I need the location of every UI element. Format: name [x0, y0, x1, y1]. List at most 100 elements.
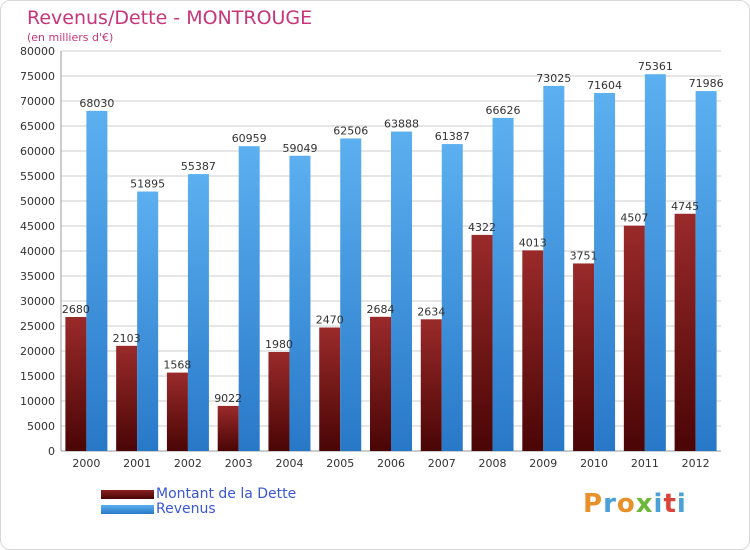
y-tick-label: 80000 — [20, 45, 55, 58]
x-tick-label: 2000 — [72, 457, 100, 470]
y-tick-label: 65000 — [20, 120, 55, 133]
data-label-revenus: 66626 — [486, 104, 521, 117]
bar-revenus-2005 — [340, 138, 362, 451]
bar-dette-2006 — [370, 316, 391, 451]
chart-subtitle: (en milliers d'€) — [27, 31, 114, 44]
bar-revenus-2012 — [695, 91, 717, 451]
bar-revenus-2007 — [441, 144, 463, 451]
y-tick-label: 0 — [48, 445, 55, 458]
bar-revenus-2008 — [492, 117, 514, 452]
bar-dette-2009 — [522, 250, 544, 451]
x-tick-label: 2012 — [682, 457, 710, 470]
y-tick-label: 30000 — [20, 295, 55, 308]
y-tick-label: 40000 — [20, 245, 55, 258]
x-tick-label: 2001 — [123, 457, 151, 470]
y-tick-label: 75000 — [20, 70, 55, 83]
logo-letter: i — [676, 489, 687, 519]
data-label-dette: 4322 — [468, 221, 496, 234]
bar-dette-2002 — [166, 372, 188, 451]
x-tick-label: 2009 — [529, 457, 557, 470]
y-tick-label: 35000 — [20, 270, 55, 283]
y-tick-label: 25000 — [20, 320, 55, 333]
data-label-revenus: 71604 — [587, 79, 622, 92]
bar-dette-2001 — [116, 345, 138, 451]
y-tick-label: 20000 — [20, 345, 55, 358]
y-tick-label: 50000 — [20, 195, 55, 208]
bar-dette-2012 — [674, 213, 696, 451]
y-tick-label: 10000 — [20, 395, 55, 408]
bar-revenus-2010 — [594, 92, 616, 451]
x-tick-label: 2010 — [580, 457, 608, 470]
y-tick-label: 45000 — [20, 220, 55, 233]
bar-revenus-2011 — [644, 74, 666, 451]
data-label-dette: 2680 — [62, 303, 90, 316]
legend-item-dette: Montant de la Dette — [101, 486, 361, 502]
x-tick-label: 2003 — [225, 457, 253, 470]
y-tick-label: 5000 — [27, 420, 55, 433]
data-label-dette: 4507 — [620, 212, 648, 225]
legend-label-revenus: Revenus — [156, 501, 216, 517]
x-tick-label: 2006 — [377, 457, 405, 470]
data-label-dette: 3751 — [570, 249, 598, 262]
chart-title: Revenus/Dette - MONTROUGE — [27, 7, 313, 29]
data-label-revenus: 73025 — [536, 72, 571, 85]
data-label-revenus: 51895 — [130, 178, 165, 191]
data-label-revenus: 71986 — [689, 77, 724, 90]
y-tick-label: 55000 — [20, 170, 55, 183]
bar-dette-2000 — [65, 317, 87, 451]
x-tick-label: 2007 — [428, 457, 456, 470]
data-label-revenus: 63888 — [384, 118, 419, 131]
x-tick-label: 2002 — [174, 457, 202, 470]
logo-letter: r — [603, 489, 617, 519]
logo-letter: i — [653, 489, 664, 519]
x-tick-label: 2011 — [631, 457, 659, 470]
data-label-dette: 4013 — [519, 236, 547, 249]
bar-revenus-2003 — [238, 146, 260, 451]
bar-revenus-2009 — [543, 85, 565, 451]
bar-dette-2010 — [573, 263, 595, 451]
x-tick-label: 2008 — [479, 457, 507, 470]
logo-letter: P — [583, 489, 604, 519]
logo-letter: x — [635, 489, 654, 519]
data-label-dette: 1980 — [265, 338, 293, 351]
data-label-revenus: 55387 — [181, 160, 216, 173]
y-tick-label: 60000 — [20, 145, 55, 158]
data-label-revenus: 60959 — [232, 132, 267, 145]
bar-revenus-2002 — [187, 174, 209, 451]
data-label-revenus: 62506 — [333, 124, 368, 137]
legend-swatch-dette — [101, 490, 154, 499]
bar-dette-2005 — [319, 327, 341, 451]
bar-dette-2007 — [420, 319, 442, 451]
y-tick-label: 70000 — [20, 95, 55, 108]
bar-revenus-2001 — [137, 191, 159, 451]
bar-dette-2003 — [217, 405, 239, 451]
bar-revenus-2006 — [391, 131, 412, 451]
legend-label-dette: Montant de la Dette — [156, 486, 297, 502]
bar-revenus-2004 — [289, 155, 311, 451]
bar-dette-2008 — [471, 234, 493, 451]
data-label-revenus: 61387 — [435, 130, 470, 143]
data-label-dette: 2103 — [113, 332, 141, 345]
proxiti-logo: Proxiti — [583, 489, 687, 519]
data-label-dette: 2470 — [316, 314, 344, 327]
bar-dette-2004 — [268, 352, 290, 451]
legend-swatch-revenus — [101, 505, 154, 514]
data-label-revenus: 75361 — [638, 60, 673, 73]
data-label-dette: 4745 — [671, 200, 699, 213]
data-label-revenus: 59049 — [282, 142, 317, 155]
y-tick-label: 15000 — [20, 370, 55, 383]
bar-revenus-2000 — [86, 110, 108, 451]
data-label-dette: 9022 — [214, 392, 242, 405]
x-tick-label: 2005 — [326, 457, 354, 470]
data-label-dette: 2684 — [367, 303, 395, 316]
legend: Montant de la Dette Revenus — [101, 486, 361, 517]
data-label-dette: 2634 — [417, 305, 445, 318]
bar-dette-2011 — [623, 225, 645, 451]
logo-letter: t — [663, 489, 677, 519]
legend-item-revenus: Revenus — [101, 501, 361, 517]
x-tick-label: 2004 — [275, 457, 303, 470]
data-label-revenus: 68030 — [79, 97, 114, 110]
logo-letter: o — [616, 489, 636, 519]
